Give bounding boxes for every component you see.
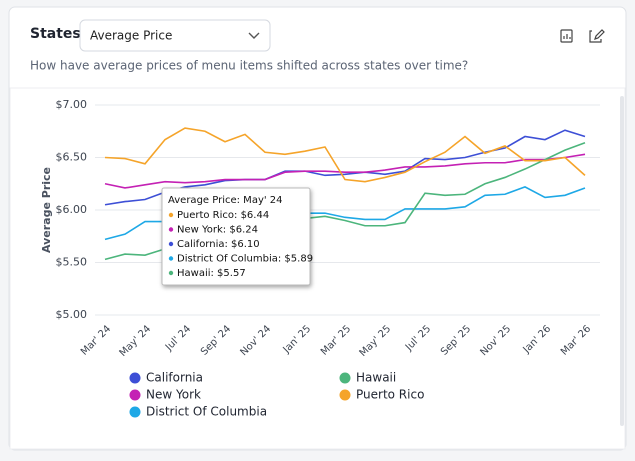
tooltip-bullet [168,256,174,261]
y-tick-label: $6.00 [56,203,88,216]
dropdown-caret [248,32,260,39]
y-tick-label: $5.50 [56,256,88,269]
y-axis-title: Average Price [40,167,53,253]
subtitle: How have average prices of menu items sh… [30,59,468,73]
tooltip-item: District Of Columbia: $5.89 [177,254,313,265]
legend-label: Hawaii [356,371,396,385]
y-tick-label: $5.00 [56,308,88,321]
series-line [104,153,586,189]
tooltip-bullet [168,241,174,247]
legend-label: District Of Columbia [146,405,267,419]
legend-label: New York [146,388,201,402]
dropdown-label[interactable]: Average Price [90,29,172,43]
tooltip-item: California: $6.10 [177,239,260,250]
legend-swatch [339,372,351,384]
tooltip-bullet [168,227,174,232]
y-tick-label: $6.50 [56,151,88,164]
series-line [104,127,586,183]
legend-swatch [129,406,141,418]
chart-panel [9,87,626,450]
tooltip-item: New York: $6.24 [177,225,258,236]
tooltip-bullet [168,270,174,276]
series-line [104,129,586,206]
legend-swatch [339,389,351,401]
legend-swatch [129,372,141,384]
y-tick-label: $7.00 [56,98,88,111]
tooltip-bullet [168,212,174,218]
legend-swatch [129,389,141,401]
tooltip-item: Puerto Rico: $6.44 [177,210,269,221]
edit-icon[interactable] [589,29,605,43]
scrollbar [620,96,624,426]
tooltip-item: Hawaii: $5.57 [177,268,246,279]
chart-icon[interactable] [560,29,573,43]
dropdown[interactable] [79,19,271,52]
legend-label: Puerto Rico [356,388,424,402]
legend-label: California [146,371,203,385]
tooltip-title: Average Price: May' 24 [168,195,283,206]
card-title: States [30,26,81,42]
tooltip [161,187,311,286]
